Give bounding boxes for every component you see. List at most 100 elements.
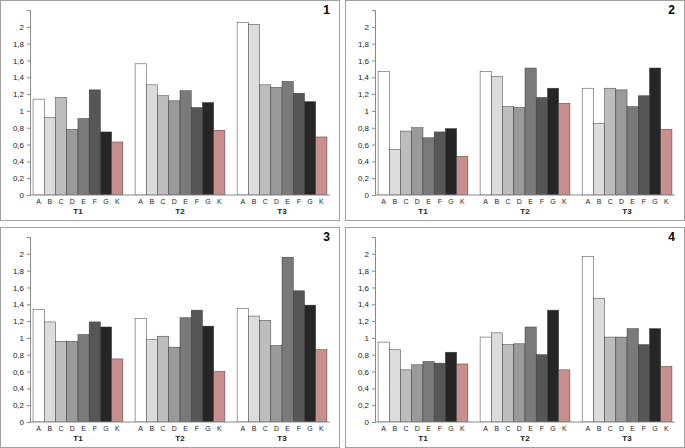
bar <box>237 308 248 422</box>
category-label: K <box>115 198 120 205</box>
bar <box>146 85 157 195</box>
tick: 0,8 <box>13 124 30 133</box>
tick-mark <box>372 405 375 406</box>
tick-label: 0,4 <box>13 384 25 393</box>
tick-mark <box>372 111 375 112</box>
tick-mark <box>27 145 30 146</box>
tick-mark <box>372 388 375 389</box>
tick-label: 0,2 <box>13 174 25 183</box>
figure: 100,20,40,60,811,21,41,61,82ABCDEFGKT1AB… <box>0 0 685 448</box>
category-labels: ABCDEFGK <box>585 198 669 205</box>
bar <box>649 329 660 422</box>
tick-label: 0 <box>365 418 370 427</box>
tick-label: 1,8 <box>358 40 370 49</box>
category-label: G <box>652 425 657 432</box>
category-label: D <box>70 198 75 205</box>
axis-line <box>27 11 31 196</box>
tick-label: 1,4 <box>13 300 25 309</box>
tick-mark <box>27 195 30 196</box>
bar <box>78 335 89 422</box>
category-label: F <box>195 425 199 432</box>
bar <box>89 90 100 195</box>
tick: 0,8 <box>358 351 375 360</box>
panel: 100,20,40,60,811,21,41,61,82ABCDEFGKT1AB… <box>1 1 340 221</box>
category-label: F <box>642 198 646 205</box>
category-label: D <box>172 198 177 205</box>
category-label: B <box>495 425 500 432</box>
bar <box>445 352 456 422</box>
tick-mark <box>27 287 30 288</box>
category-label: D <box>415 198 420 205</box>
bar-group <box>480 68 570 195</box>
category-labels: ABCDEFGK <box>240 198 324 205</box>
axis-line <box>27 238 31 423</box>
bar <box>180 91 191 195</box>
group-label: T3 <box>277 207 287 216</box>
category-label: K <box>319 425 324 432</box>
bar <box>503 107 514 195</box>
category-labels: ABCDEFGK <box>585 425 669 432</box>
category-label: G <box>103 198 108 205</box>
group-label: T1 <box>418 434 428 443</box>
tick: 2 <box>20 250 30 259</box>
tick-mark <box>372 422 375 423</box>
category-label: K <box>664 425 669 432</box>
category-labels: ABCDEFGK <box>381 425 465 432</box>
plot: 00,20,40,60,811,21,41,61,82ABCDEFGKT1ABC… <box>13 11 330 217</box>
tick: 1 <box>365 107 375 116</box>
tick-mark <box>372 355 375 356</box>
tick-label: 1,2 <box>13 90 25 99</box>
bar-group <box>135 310 225 422</box>
bar <box>514 108 525 195</box>
x-axis-line <box>30 195 330 196</box>
tick-mark <box>27 27 30 28</box>
bar <box>293 93 304 195</box>
bar <box>547 310 558 422</box>
category-label: C <box>506 425 511 432</box>
category-label: B <box>597 425 602 432</box>
category-label: C <box>263 198 268 205</box>
bar <box>169 347 180 422</box>
panel-title: 4 <box>668 230 675 244</box>
tick: 2 <box>20 23 30 32</box>
category-label: G <box>448 198 453 205</box>
category-label: K <box>562 198 567 205</box>
category-label: D <box>619 425 624 432</box>
panel: 400,20,40,60,811,21,41,61,82ABCDEFGKT1AB… <box>346 228 685 448</box>
tick: 0,8 <box>13 351 30 360</box>
category-label: A <box>483 425 488 432</box>
panel-frame <box>346 228 685 448</box>
tick: 1,8 <box>13 267 30 276</box>
tick-mark <box>372 44 375 45</box>
bar <box>638 345 649 422</box>
tick-label: 1 <box>365 334 370 343</box>
tick-mark <box>372 321 375 322</box>
tick: 0 <box>20 191 30 200</box>
tick: 0,6 <box>13 368 30 377</box>
bar <box>237 23 248 195</box>
category-label: F <box>297 198 301 205</box>
tick-mark <box>27 60 30 61</box>
tick-label: 1,4 <box>13 73 25 82</box>
tick-label: 1,6 <box>13 284 25 293</box>
tick-mark <box>27 422 30 423</box>
category-label: D <box>517 425 522 432</box>
category-label: B <box>252 425 257 432</box>
bar-group <box>33 90 123 195</box>
tick-mark <box>372 195 375 196</box>
tick: 0,6 <box>358 368 375 377</box>
tick: 1,2 <box>13 90 30 99</box>
tick-label: 1,6 <box>358 57 370 66</box>
bar <box>135 64 146 195</box>
tick-mark <box>27 405 30 406</box>
bar <box>593 124 604 195</box>
tick-label: 2 <box>20 23 25 32</box>
bar <box>661 367 672 423</box>
category-label: F <box>438 425 442 432</box>
bar <box>158 96 169 195</box>
tick-label: 1,2 <box>358 90 370 99</box>
category-label: E <box>81 425 86 432</box>
bar <box>649 68 660 195</box>
tick: 1 <box>20 334 30 343</box>
tick-mark <box>372 178 375 179</box>
